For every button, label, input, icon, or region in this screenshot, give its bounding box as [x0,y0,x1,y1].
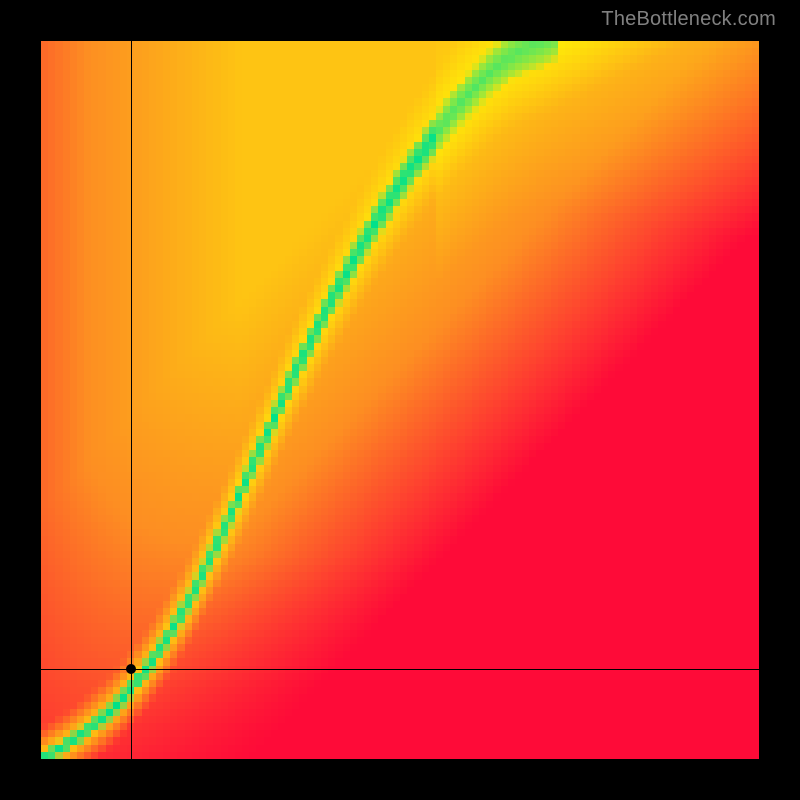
crosshair-vertical [131,41,132,759]
watermark-text: TheBottleneck.com [601,8,776,31]
crosshair-horizontal [41,669,759,670]
plot-area [41,41,759,759]
crosshair-dot [126,664,136,674]
chart-container: TheBottleneck.com [0,0,800,800]
heatmap-canvas [41,41,759,759]
